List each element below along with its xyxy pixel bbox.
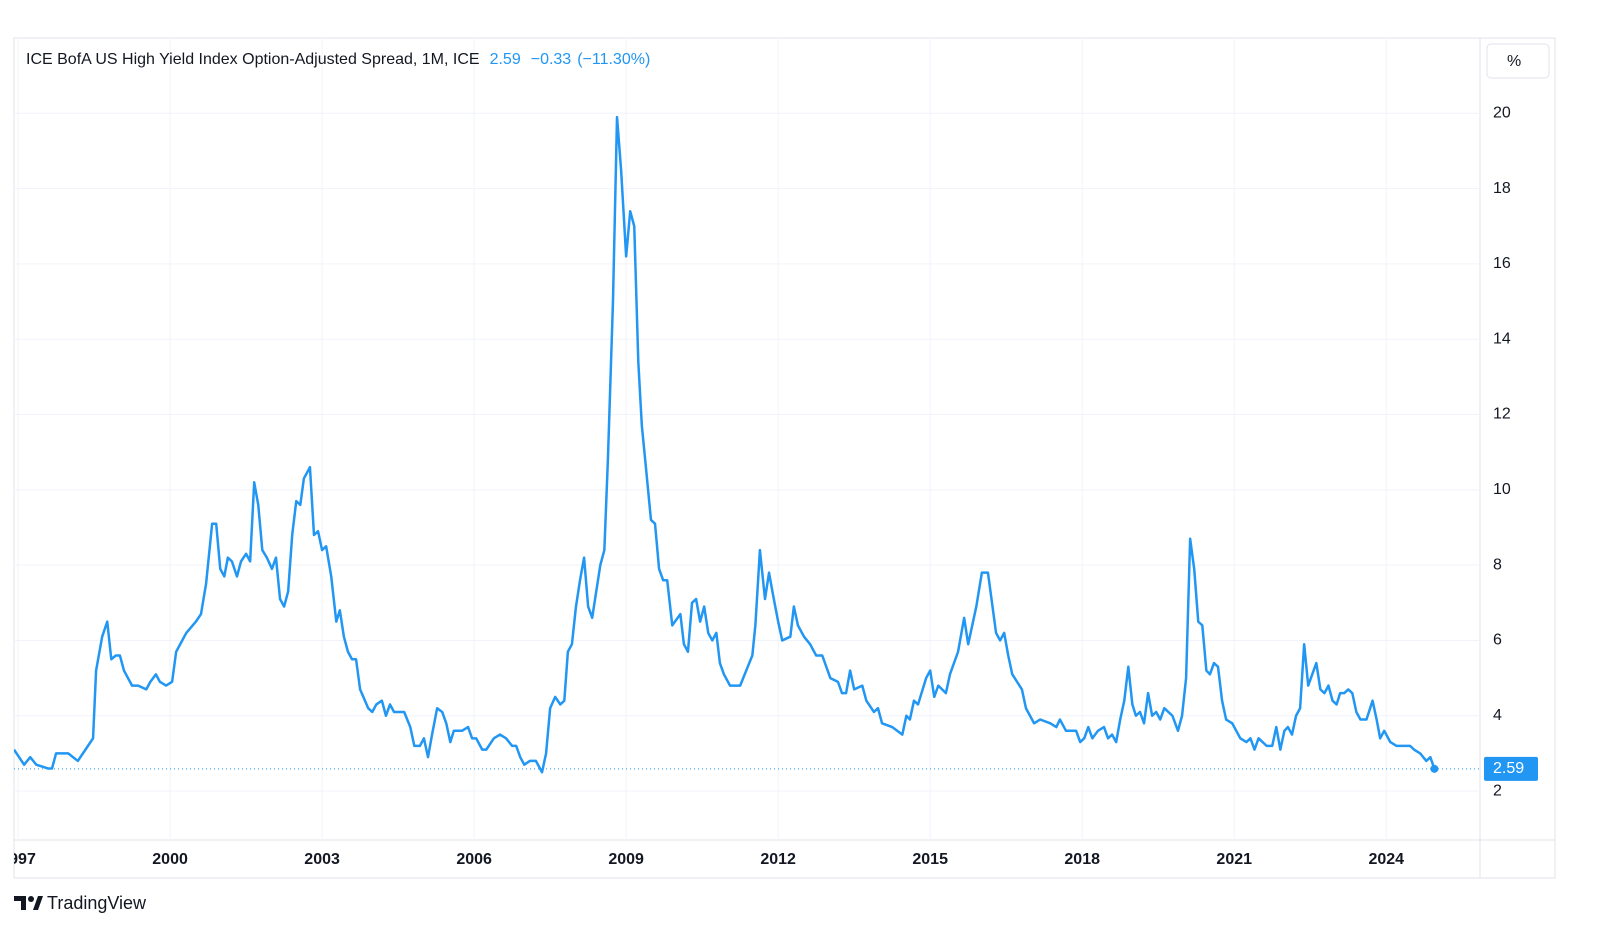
unit-button[interactable] bbox=[1486, 43, 1550, 79]
y-tick-label: 16 bbox=[1493, 255, 1511, 272]
change-percent: (−11.30%) bbox=[577, 51, 650, 68]
y-tick-label: 6 bbox=[1493, 632, 1502, 649]
x-tick-label: 2006 bbox=[456, 851, 492, 868]
brand-logo bbox=[14, 896, 43, 910]
x-tick-label: 2003 bbox=[304, 851, 340, 868]
x-tick-label: 1997 bbox=[0, 851, 36, 868]
x-tick-label: 2012 bbox=[760, 851, 796, 868]
y-tick-label: 18 bbox=[1493, 180, 1511, 197]
x-tick-label: 2000 bbox=[152, 851, 188, 868]
y-tick-label: 8 bbox=[1493, 556, 1502, 573]
last-value-label: 2.59 bbox=[1493, 760, 1524, 777]
chart-title: ICE BofA US High Yield Index Option-Adju… bbox=[26, 51, 480, 68]
series-line bbox=[14, 115, 1436, 774]
x-tick-label: 2009 bbox=[608, 851, 644, 868]
legend: ICE BofA US High Yield Index Option-Adju… bbox=[26, 51, 650, 68]
last-value: 2.59 bbox=[490, 51, 521, 68]
y-tick-label: 14 bbox=[1493, 330, 1511, 347]
x-tick-label: 2021 bbox=[1216, 851, 1252, 868]
y-tick-label: 2 bbox=[1493, 782, 1502, 799]
x-tick-label: 2015 bbox=[912, 851, 948, 868]
x-tick-label: 2024 bbox=[1368, 851, 1404, 868]
last-value-badge bbox=[1484, 756, 1538, 781]
x-tick-label: 2018 bbox=[1064, 851, 1100, 868]
change: −0.33 bbox=[531, 51, 572, 68]
y-tick-label: 12 bbox=[1493, 406, 1511, 423]
y-tick-label: 20 bbox=[1493, 105, 1511, 122]
chart-frame bbox=[13, 37, 1556, 879]
y-unit: % bbox=[1507, 53, 1521, 70]
brand: TradingView bbox=[47, 893, 147, 913]
y-tick-label: 4 bbox=[1493, 707, 1502, 724]
y-tick-label: 10 bbox=[1493, 481, 1511, 498]
